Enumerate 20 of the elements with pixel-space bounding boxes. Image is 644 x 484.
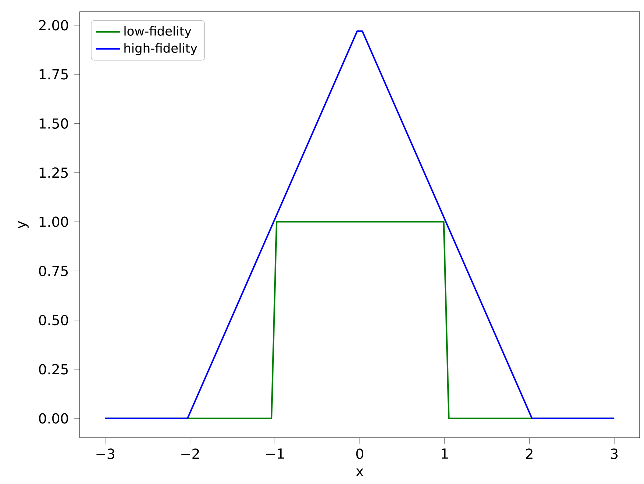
y-tick-label: 1.50	[40, 118, 68, 129]
y-tick-label: 0.00	[39, 413, 68, 424]
x-tick-label: 2	[526, 448, 533, 460]
x-tick-label: 3	[611, 448, 618, 460]
y-tick-label: 1.00	[40, 216, 68, 228]
y-tick-label: 1.25	[40, 168, 68, 178]
y-axis-title: y	[18, 221, 29, 229]
legend-label: low-fidelity	[124, 26, 192, 38]
y-tick-label: 0.25	[39, 364, 68, 375]
y-tick-label: 0.50	[39, 315, 68, 326]
x-tick-label: −1	[266, 448, 284, 459]
y-tick-label: 1.75	[40, 69, 68, 80]
x-tick-label: −3	[96, 448, 115, 460]
x-tick-label: 1	[442, 448, 448, 459]
legend-label: high-fidelity	[124, 43, 198, 56]
x-axis-title: x	[356, 468, 364, 476]
y-tick-label: 0.75	[39, 266, 68, 276]
x-tick-label: −2	[182, 448, 200, 460]
y-tick-label: 2.00	[39, 20, 68, 31]
x-tick-label: 0	[356, 448, 364, 460]
